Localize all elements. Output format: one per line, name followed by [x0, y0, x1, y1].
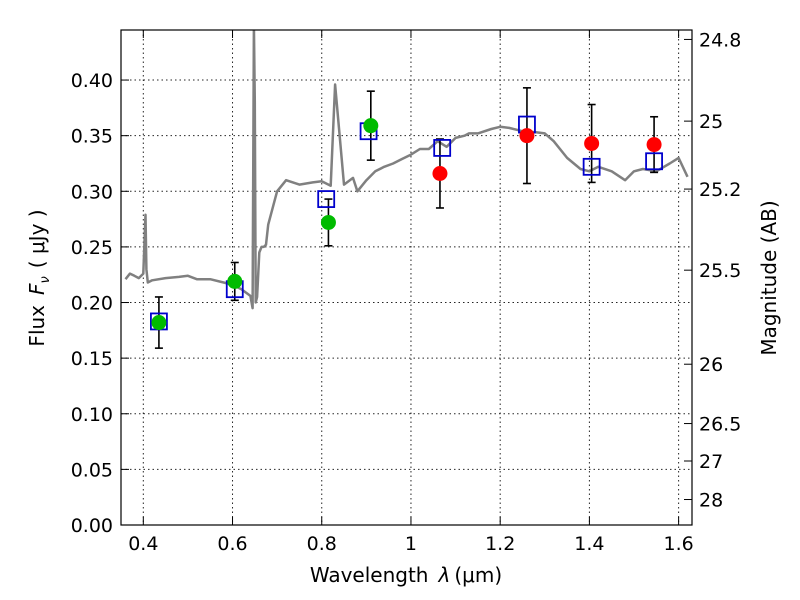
x-tick-label: 1.4: [574, 533, 604, 555]
x-axis-label: Wavelength λ (μm): [310, 563, 502, 587]
x-tick-label: 1.2: [485, 533, 515, 555]
x-tick-label: 0.8: [307, 533, 337, 555]
y2-tick-label: 26: [699, 354, 723, 376]
grid-lines: [121, 30, 692, 526]
model-square-marker: [582, 157, 601, 176]
y2-tick-label: 24.8: [699, 29, 741, 51]
y-tick-label: 0.15: [71, 348, 113, 370]
y2-tick-label: 26.5: [699, 414, 741, 436]
x-tick-label: 0.4: [128, 533, 158, 555]
red-point: [584, 135, 600, 151]
y-tick-label: 0.05: [71, 459, 113, 481]
plot-area: [124, 30, 689, 349]
x-tick-label: 1: [405, 533, 417, 555]
y-tick-label: 0.35: [71, 126, 113, 148]
template-spectrum-line: [124, 30, 689, 310]
y2-tick-label: 25.5: [699, 260, 741, 282]
x-tick-label: 1.6: [664, 533, 694, 555]
axis-ticks: 0.4 0.6 0.8 1 1.2 1.4 1.6 0.00 0.05 0.10 0.15 0.20 0…: [71, 29, 742, 555]
red-point: [432, 165, 448, 181]
model-square-marker: [645, 152, 663, 171]
y2-axis-label: Magnitude (AB): [757, 200, 781, 355]
red-point: [519, 128, 535, 144]
green-point: [363, 118, 379, 134]
red-point: [646, 137, 662, 153]
y2-tick-label: 27: [699, 451, 723, 473]
y2-tick-label: 25: [699, 111, 723, 133]
y2-tick-label: 25.2: [699, 179, 741, 201]
model-square-marker: [317, 190, 336, 208]
y-tick-label: 0.30: [71, 181, 113, 203]
y-tick-label: 0.40: [71, 70, 113, 92]
model-square-marker: [433, 139, 452, 157]
y-axis-label: FluxFν( μJy ): [25, 209, 53, 346]
y-tick-label: 0.10: [71, 404, 113, 426]
green-point: [151, 315, 167, 331]
y2-tick-label: 28: [699, 490, 723, 512]
plot-frame: [120, 29, 693, 526]
y-tick-label: 0.20: [71, 293, 113, 315]
y-tick-label: 0.00: [71, 515, 113, 537]
green-point: [227, 273, 243, 289]
y-tick-label: 0.25: [71, 237, 113, 259]
x-tick-label: 0.6: [217, 533, 247, 555]
green-point: [320, 214, 336, 230]
